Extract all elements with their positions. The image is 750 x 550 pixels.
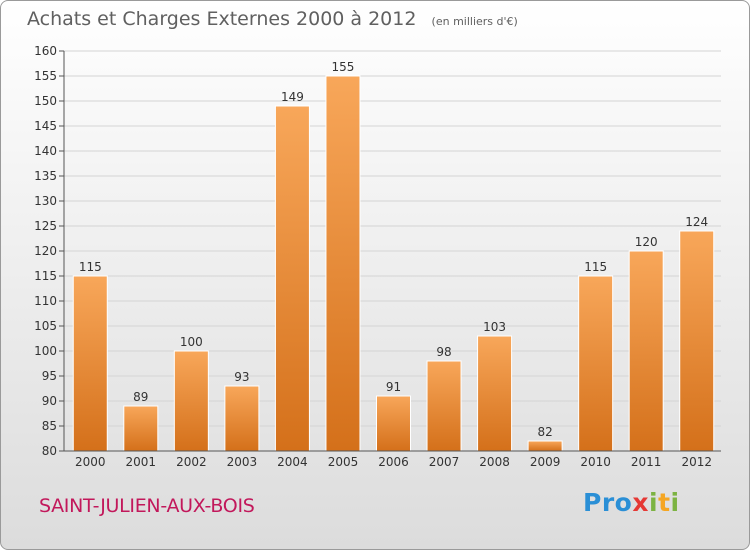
x-tick-label: 2006 (378, 455, 409, 469)
bar-2006 (376, 395, 411, 452)
bar-2010 (578, 275, 614, 452)
y-tick-label: 125 (34, 219, 57, 233)
y-tick-label: 155 (34, 69, 57, 83)
data-label-2006: 91 (386, 380, 401, 394)
chart-title-main: Achats et Charges Externes 2000 à 2012 (27, 8, 417, 30)
data-labels: 115 89 100 93 149 155 91 98 103 82 115 120 124 (79, 60, 708, 439)
bar-2009 (527, 440, 563, 452)
y-tick-label: 110 (34, 294, 57, 308)
x-tick-label: 2005 (328, 455, 359, 469)
y-tick-label: 105 (34, 319, 57, 333)
data-label-2001: 89 (133, 390, 148, 404)
data-label-2010: 115 (584, 260, 607, 274)
axes (63, 51, 721, 452)
data-label-2000: 115 (79, 260, 102, 274)
chart-title-unit: (en milliers d'€) (431, 15, 518, 28)
y-tick-label: 95 (42, 369, 57, 383)
chart-title: Achats et Charges Externes 2000 à 2012 (… (27, 8, 518, 30)
data-label-2009: 82 (537, 425, 552, 439)
data-label-2012: 124 (685, 215, 708, 229)
x-tick-label: 2003 (227, 455, 258, 469)
bar-2008 (477, 335, 513, 452)
data-label-2008: 103 (483, 320, 506, 334)
y-tick-label: 140 (34, 144, 57, 158)
logo-letter: t (658, 488, 671, 517)
bar-2002 (173, 350, 209, 452)
y-tick-label: 145 (34, 119, 57, 133)
logo-letter: x (632, 488, 649, 517)
proxiti-logo: Proxiti (583, 488, 680, 517)
y-tick-label: 150 (34, 94, 57, 108)
logo-letter: P (583, 488, 602, 517)
data-label-2011: 120 (635, 235, 658, 249)
x-tick-label: 2002 (176, 455, 207, 469)
commune-name: SAINT-JULIEN-AUX-BOIS (39, 495, 255, 517)
logo-letter: i (649, 488, 659, 517)
bar-2011 (628, 250, 664, 452)
data-label-2007: 98 (436, 345, 451, 359)
data-label-2002: 100 (180, 335, 203, 349)
x-tick-label: 2001 (126, 455, 157, 469)
x-tick-label: 2000 (75, 455, 106, 469)
y-tick-label: 100 (34, 344, 57, 358)
x-tick-label: 2011 (631, 455, 662, 469)
bar-2012 (679, 230, 715, 452)
bar-2004 (274, 105, 310, 452)
y-axis-ticks: 80 85 90 95 100 105 110 115 120 125 130 135 140 145 15… (34, 44, 64, 458)
logo-letter: i (670, 488, 680, 517)
x-tick-label: 2008 (479, 455, 510, 469)
y-tick-label: 85 (42, 419, 57, 433)
x-tick-label: 2010 (580, 455, 611, 469)
y-tick-label: 160 (34, 44, 57, 58)
y-tick-label: 80 (42, 444, 57, 458)
y-tick-label: 135 (34, 169, 57, 183)
data-label-2003: 93 (234, 370, 249, 384)
bars (72, 75, 715, 452)
x-tick-label: 2004 (277, 455, 308, 469)
bar-2003 (224, 385, 260, 452)
logo-letter: o (614, 488, 633, 517)
x-axis-ticks: 2000 2001 2002 2003 2004 2005 2006 2007 2008 2009… (75, 455, 712, 469)
bar-2001 (123, 405, 159, 452)
bar-2007 (426, 360, 462, 452)
bar-2000 (72, 275, 108, 452)
y-tick-label: 90 (42, 394, 57, 408)
y-tick-label: 115 (34, 269, 57, 283)
x-tick-label: 2012 (681, 455, 712, 469)
data-label-2005: 155 (332, 60, 355, 74)
y-tick-label: 130 (34, 194, 57, 208)
x-tick-label: 2007 (429, 455, 460, 469)
logo-letter: r (601, 488, 615, 517)
x-tick-label: 2009 (530, 455, 561, 469)
y-tick-label: 120 (34, 244, 57, 258)
bar-2005 (325, 75, 361, 452)
data-label-2004: 149 (281, 90, 304, 104)
